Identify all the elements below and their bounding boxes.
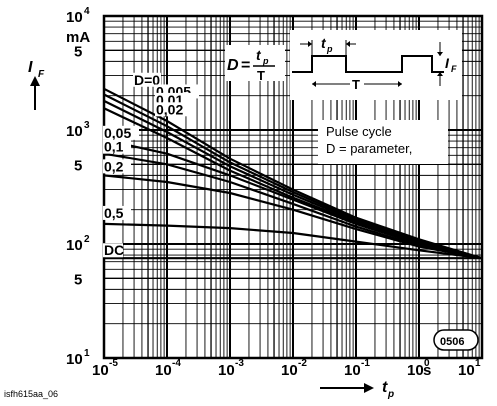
y-tick-label: 5 bbox=[74, 157, 82, 174]
curve-2 bbox=[103, 93, 483, 260]
curve-label-background bbox=[103, 243, 123, 258]
x-tick-exponent: -3 bbox=[235, 358, 244, 369]
pulse-if-subscript: F bbox=[451, 64, 457, 74]
curve-5 bbox=[103, 138, 483, 260]
annotation-line-1: Pulse cycle bbox=[326, 124, 392, 139]
curve-label-background bbox=[103, 139, 131, 154]
formula-numerator: t bbox=[256, 47, 262, 63]
curve-label-7: 0,2 bbox=[104, 158, 124, 174]
x-tick-label: 10 bbox=[281, 362, 298, 379]
period-arrowhead-left bbox=[312, 81, 316, 87]
curve-8 bbox=[103, 222, 483, 260]
x-tick-label: 10 bbox=[92, 362, 109, 379]
x-tick-label: 10 bbox=[344, 362, 361, 379]
formula-background bbox=[225, 45, 285, 81]
if-arrowhead-top bbox=[437, 52, 443, 56]
annotation-box: Pulse cycle D = parameter, bbox=[318, 120, 448, 164]
curve-layer bbox=[103, 87, 483, 260]
y-tick-label: 10 bbox=[66, 9, 83, 26]
x-tick-label: 10 bbox=[218, 362, 235, 379]
annotation-line-2: D = parameter, bbox=[326, 141, 412, 156]
curve-label-background bbox=[103, 205, 131, 220]
y-tick-label: 10 bbox=[66, 351, 83, 368]
tp-arrowhead-right bbox=[346, 41, 350, 47]
curve-label-9: DC bbox=[104, 242, 124, 258]
pulse-tp-subscript: p bbox=[326, 44, 333, 54]
formula-denominator: T bbox=[257, 68, 265, 83]
pulse-period-label: T bbox=[352, 77, 360, 92]
period-arrowhead-right bbox=[398, 81, 402, 87]
curve-label-1: D=0 bbox=[134, 72, 160, 88]
curve-4 bbox=[103, 107, 483, 260]
pulse-waveform bbox=[292, 55, 444, 73]
pulse-if-label: I bbox=[445, 55, 450, 71]
x-tick-label: 10 bbox=[155, 362, 172, 379]
y-axis-label-subscript: F bbox=[38, 69, 45, 80]
y-tick-label: 10 bbox=[66, 123, 83, 140]
period-label-background bbox=[350, 77, 364, 91]
x-tick-exponent: 1 bbox=[475, 358, 481, 369]
x-tick-exponent: -4 bbox=[172, 358, 181, 369]
if-arrowhead-bottom bbox=[437, 72, 443, 76]
curve-label-background bbox=[103, 159, 131, 174]
curve-label-4: 0,02 bbox=[156, 101, 183, 117]
formula-lhs: D bbox=[227, 57, 239, 74]
x-axis-title: t p bbox=[320, 379, 394, 400]
curve-7 bbox=[103, 174, 483, 260]
x-axis-label: t bbox=[382, 379, 388, 396]
plot-frame bbox=[102, 14, 484, 360]
pulse-diagram-background bbox=[290, 30, 462, 100]
y-axis-arrowhead bbox=[30, 76, 40, 86]
y-axis-unit: mA bbox=[66, 29, 90, 46]
curve-label-8: 0,5 bbox=[104, 205, 124, 221]
stamp-outline bbox=[433, 329, 479, 351]
figure-footer: isfh615aa_06 bbox=[4, 389, 58, 399]
y-tick-label: 5 bbox=[74, 271, 82, 288]
x-tick-label: 10 bbox=[458, 362, 475, 379]
y-tick-exponent: 1 bbox=[84, 348, 90, 359]
curve-label-background bbox=[133, 72, 161, 87]
y-tick-label: 5 bbox=[74, 43, 82, 60]
x-tick-exponent: -2 bbox=[298, 358, 307, 369]
pulse-tp-label: t bbox=[321, 35, 327, 51]
y-axis-label: I bbox=[28, 59, 33, 76]
curve-label-6: 0,1 bbox=[104, 139, 124, 155]
x-axis-unit: s bbox=[423, 362, 431, 379]
y-tick-exponent: 2 bbox=[84, 234, 90, 245]
curve-label-5: 0,05 bbox=[104, 125, 131, 141]
pulse-diagram: t p T I F bbox=[290, 30, 462, 100]
formula-numerator-subscript: p bbox=[262, 56, 269, 66]
curve-label-background bbox=[103, 125, 139, 140]
x-tick-exponent: 0 bbox=[424, 358, 430, 369]
x-axis-label-subscript: p bbox=[387, 389, 394, 400]
y-tick-exponent: 4 bbox=[84, 6, 90, 17]
x-tick-exponent: -5 bbox=[109, 358, 118, 369]
formula-equals: = bbox=[241, 57, 250, 74]
y-tick-label: 10 bbox=[66, 237, 83, 254]
tp-arrowhead-left bbox=[308, 41, 312, 47]
figure-stamp: 0506 bbox=[433, 329, 479, 351]
x-tick-exponent: -1 bbox=[361, 358, 370, 369]
formula-box: D = t p T bbox=[225, 45, 285, 83]
annotation-background bbox=[318, 120, 448, 164]
stamp-text: 0506 bbox=[440, 336, 464, 348]
y-tick-exponent: 3 bbox=[84, 120, 90, 131]
y-axis-title: I F bbox=[28, 59, 45, 110]
x-axis-arrowhead bbox=[364, 383, 374, 393]
curve-label-background bbox=[155, 102, 191, 117]
x-tick-label: 10 bbox=[407, 362, 424, 379]
